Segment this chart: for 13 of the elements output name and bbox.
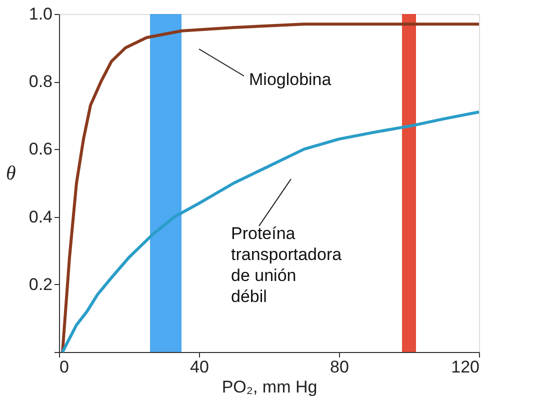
x-axis-title: PO₂, mm Hg (222, 378, 318, 396)
text: Mioglobina (249, 70, 332, 89)
y-tick-label: 0.2 (28, 274, 52, 294)
x-tick-label: 80 (330, 358, 349, 376)
y-tick-label: 1.0 (28, 4, 52, 24)
x-tick-label: 40 (190, 358, 209, 376)
x-tick-label: 120 (451, 358, 480, 376)
y-tick-label: 0.4 (28, 207, 52, 226)
y-tick-label: 0.6 (28, 140, 52, 159)
series-label: Proteína transportadora de unión débil (231, 224, 342, 306)
y-tick-label: 0.8 (28, 72, 52, 92)
x-tick-label: 0 (60, 358, 69, 376)
y-axis-title: θ (6, 162, 16, 184)
